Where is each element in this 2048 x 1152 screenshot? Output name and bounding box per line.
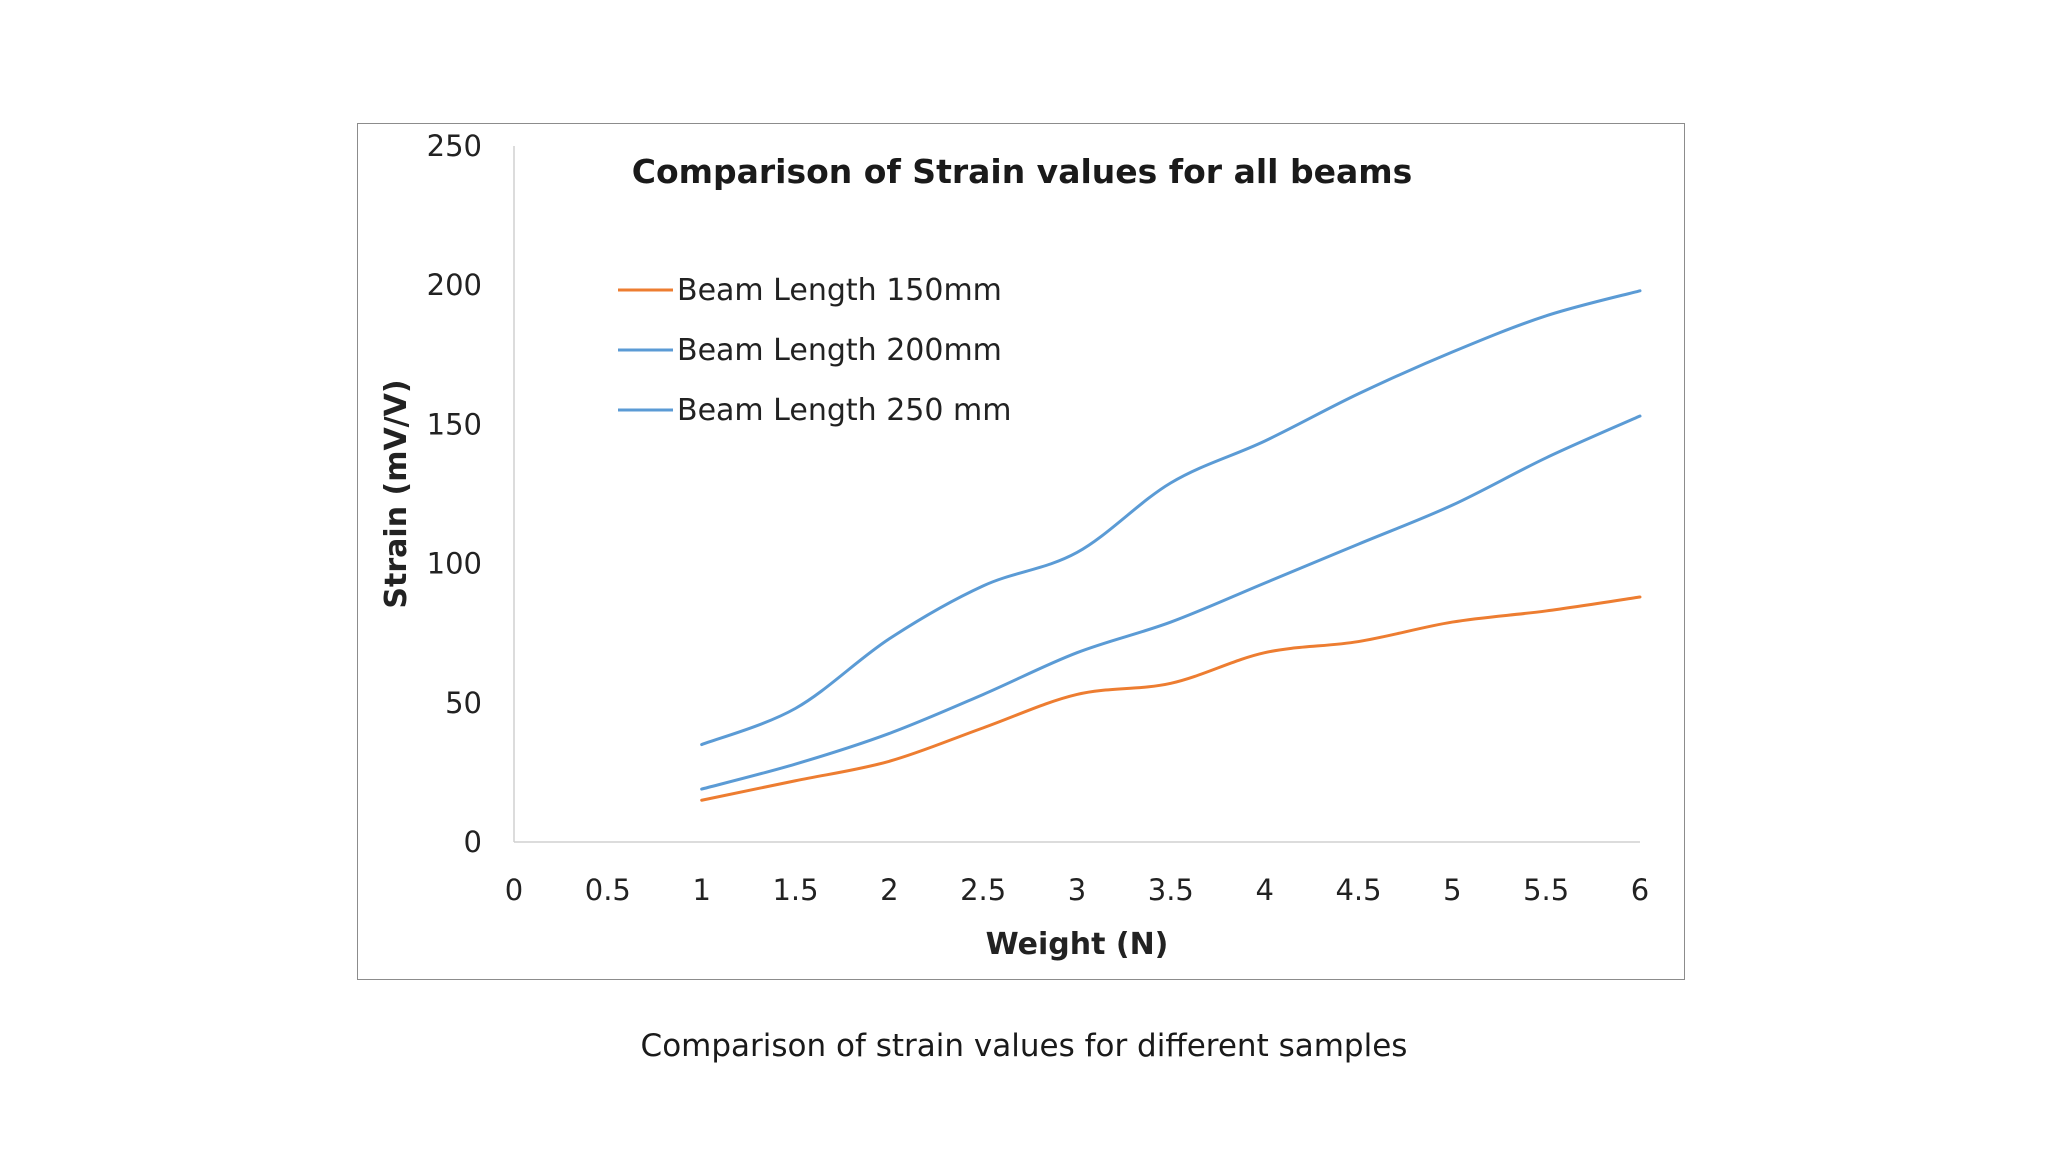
x-tick-labels: 0 0.5 1 1.5 2 2.5 3 3.5 4 4.5 5 5.5 6 xyxy=(505,873,1649,907)
x-tick-label: 6 xyxy=(1631,873,1649,907)
chart-frame xyxy=(357,123,1685,980)
series-line xyxy=(700,414,1642,791)
y-tick-label: 50 xyxy=(445,686,482,720)
series-line xyxy=(700,595,1642,802)
series-line xyxy=(700,289,1642,747)
x-tick-label: 0 xyxy=(505,873,523,907)
y-tick-labels: 0 50 100 150 200 250 xyxy=(427,129,482,859)
x-tick-label: 3.5 xyxy=(1148,873,1194,907)
y-tick-label: 200 xyxy=(427,268,482,302)
chart-axes xyxy=(513,146,1640,843)
x-tick-label: 2 xyxy=(880,873,898,907)
series-lines xyxy=(700,289,1642,802)
legend-label: Beam Length 250 mm xyxy=(677,393,1011,428)
y-axis-title: Strain (mV/V) xyxy=(379,379,414,608)
legend-label: Beam Length 200mm xyxy=(677,333,1002,368)
x-tick-label: 5 xyxy=(1443,873,1461,907)
y-tick-label: 250 xyxy=(427,129,482,163)
figure-caption: Comparison of strain values for differen… xyxy=(640,1028,1408,1064)
x-tick-label: 1.5 xyxy=(772,873,818,907)
y-tick-label: 100 xyxy=(427,547,482,581)
x-tick-label: 5.5 xyxy=(1523,873,1569,907)
x-axis-title: Weight (N) xyxy=(986,927,1169,962)
x-tick-label: 3 xyxy=(1068,873,1086,907)
x-tick-label: 2.5 xyxy=(960,873,1006,907)
y-tick-label: 150 xyxy=(427,407,482,441)
chart-title: Comparison of Strain values for all beam… xyxy=(632,152,1413,191)
y-tick-label: 0 xyxy=(464,825,482,859)
x-tick-label: 4.5 xyxy=(1335,873,1381,907)
x-tick-label: 0.5 xyxy=(585,873,631,907)
x-tick-label: 1 xyxy=(692,873,710,907)
chart-legend: Beam Length 150mm Beam Length 200mm Beam L… xyxy=(618,273,1011,428)
legend-label: Beam Length 150mm xyxy=(677,273,1002,308)
x-tick-label: 4 xyxy=(1255,873,1273,907)
